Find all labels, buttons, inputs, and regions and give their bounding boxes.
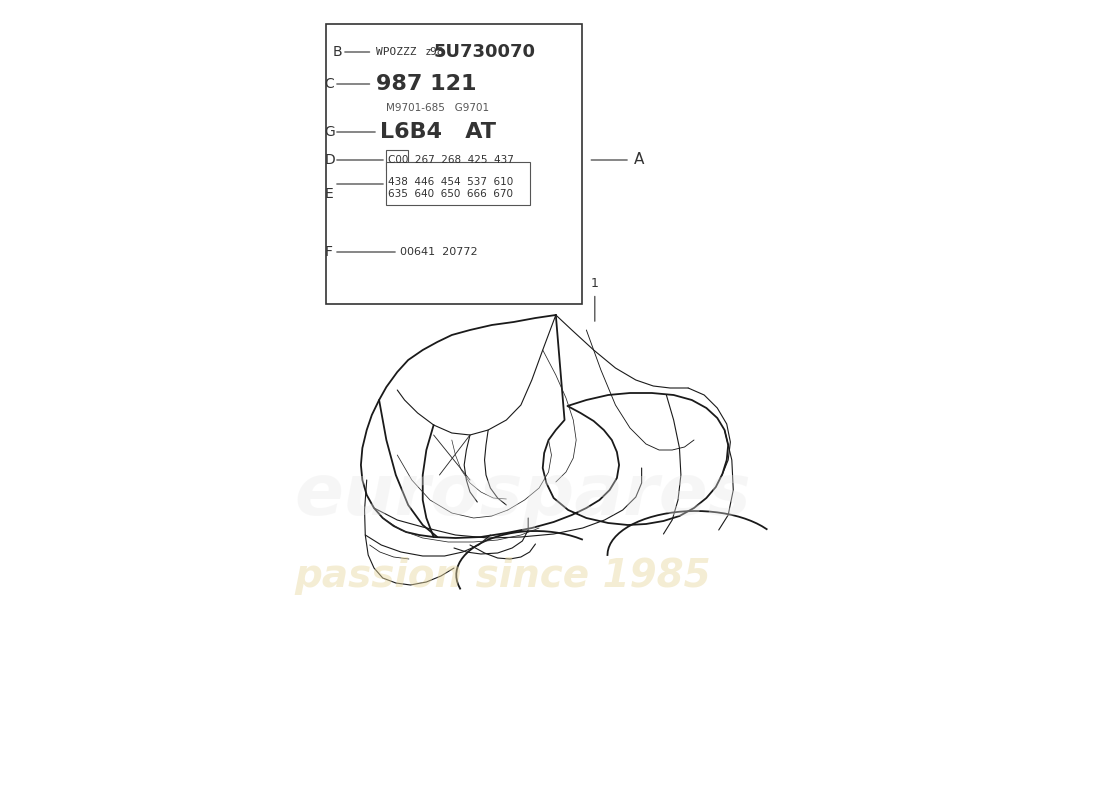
Text: C: C: [324, 77, 334, 91]
Text: F: F: [324, 245, 332, 259]
Text: D: D: [324, 153, 336, 167]
Text: eurospares: eurospares: [294, 462, 750, 530]
Text: M9701-685   G9701: M9701-685 G9701: [386, 103, 490, 113]
Text: C00  267  268  425  437: C00 267 268 425 437: [388, 155, 515, 165]
Text: A: A: [634, 153, 645, 167]
Text: E: E: [324, 187, 333, 202]
Text: 1: 1: [591, 277, 598, 290]
Text: 5U730070: 5U730070: [434, 43, 536, 61]
Text: 438  446  454  537  610: 438 446 454 537 610: [388, 177, 514, 186]
Bar: [386, 150, 408, 170]
Text: B: B: [332, 45, 342, 59]
Bar: [386, 162, 530, 205]
Text: 987 121: 987 121: [375, 74, 476, 94]
Text: 00641  20772: 00641 20772: [400, 247, 478, 257]
Bar: [326, 24, 582, 304]
Text: 635  640  650  666  670: 635 640 650 666 670: [388, 190, 514, 199]
Text: z: z: [426, 47, 431, 57]
Text: WPOZZZ  98: WPOZZZ 98: [375, 47, 450, 57]
Text: passion since 1985: passion since 1985: [294, 557, 711, 595]
Text: G: G: [324, 125, 336, 139]
Text: L6B4   AT: L6B4 AT: [381, 122, 496, 142]
